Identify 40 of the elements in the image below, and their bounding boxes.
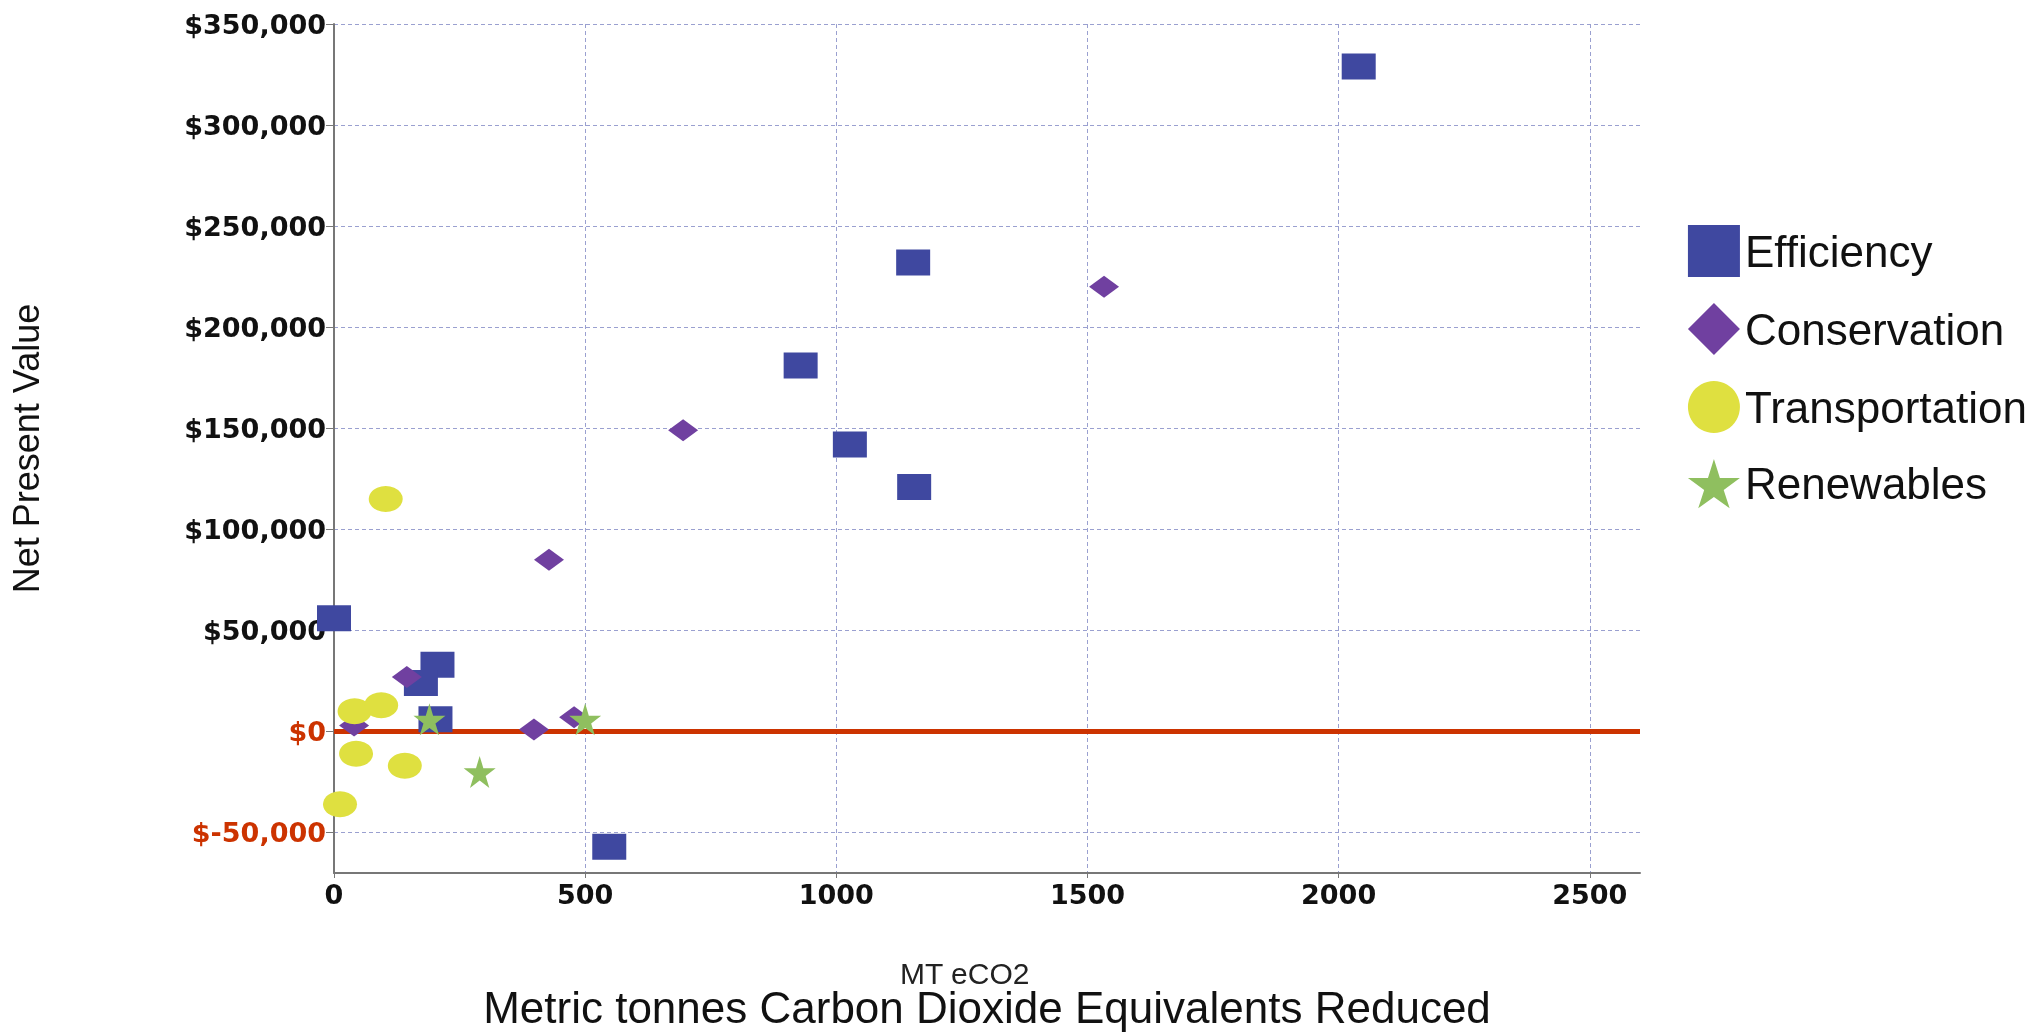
x-tick-label: 2000 [1301, 879, 1377, 910]
y-tick-label: $300,000 [184, 109, 326, 141]
x-tick-label: 0 [324, 879, 344, 910]
x-tick-label: 1500 [1049, 879, 1126, 910]
point [463, 755, 496, 788]
legend-label: Renewables [1744, 459, 1988, 509]
legend-label: Efficiency [1744, 226, 1933, 276]
x-tick-label: 500 [556, 879, 614, 910]
x-tick-label: 1000 [798, 879, 874, 910]
point [413, 703, 446, 736]
point [339, 740, 374, 767]
y-axis-title: Net Present Value [5, 303, 47, 594]
point [364, 692, 399, 719]
point [387, 752, 422, 779]
point [592, 833, 627, 860]
y-tick-label: $50,000 [203, 614, 326, 646]
point [323, 791, 358, 818]
legend-label: Transportation [1744, 382, 2028, 432]
y-tick-label: $150,000 [184, 412, 326, 444]
y-tick-label: $-50,000 [191, 817, 326, 849]
y-tick-label: $0 [288, 716, 326, 747]
point [897, 473, 932, 500]
point [1089, 275, 1120, 298]
point [368, 486, 403, 513]
x-tick-label: 2500 [1552, 879, 1628, 910]
point [896, 249, 931, 276]
y-tick-label: $200,000 [184, 311, 326, 343]
point [391, 665, 422, 688]
point [518, 718, 549, 741]
y-tick-label: $100,000 [184, 513, 326, 545]
point [668, 419, 699, 442]
text: MT eCO2 [900, 956, 1030, 990]
y-tick-label: $350,000 [184, 8, 326, 40]
legend-label: Conservation [1744, 304, 2005, 354]
point [783, 352, 818, 379]
point [832, 431, 867, 458]
y-tick-label: $250,000 [184, 210, 326, 242]
point [533, 548, 564, 571]
point [1341, 53, 1376, 80]
point [569, 703, 602, 736]
